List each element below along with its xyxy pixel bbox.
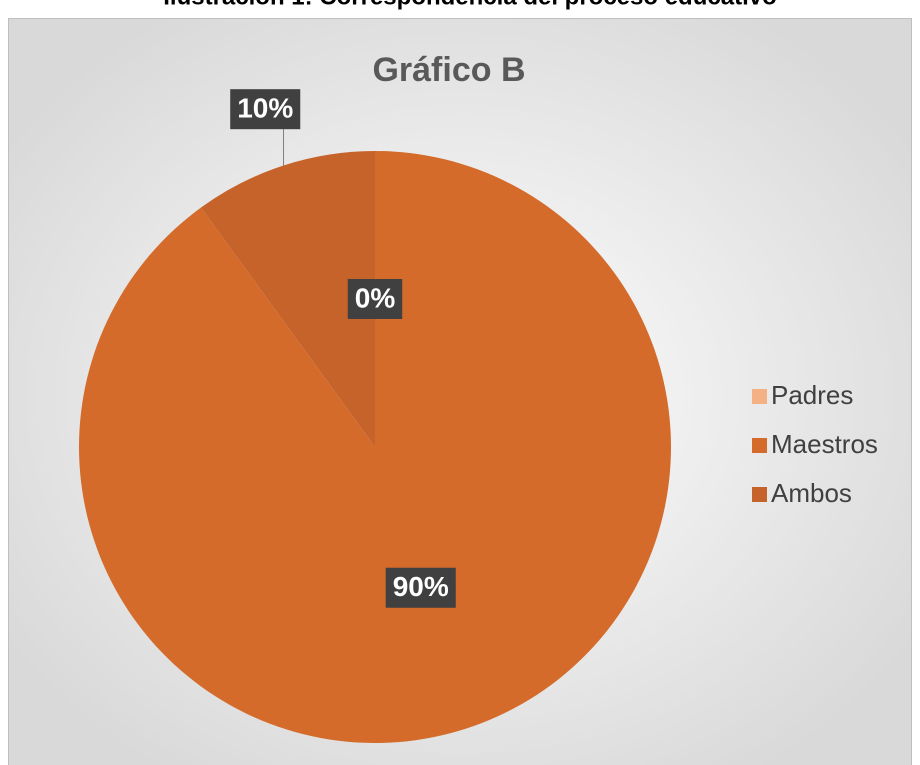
- data-label-box: [347, 279, 403, 319]
- caption: Ilustración 1: Correspondencia del proce…: [163, 0, 777, 10]
- data-label-box: [230, 89, 301, 130]
- pie-slice: [201, 151, 375, 447]
- pie-slice: [78, 151, 671, 743]
- data-label: 10%: [237, 93, 293, 124]
- legend-label: Maestros: [771, 429, 878, 459]
- legend-swatch: [752, 438, 767, 453]
- data-label: 0%: [355, 282, 396, 313]
- data-label: 90%: [393, 571, 449, 602]
- data-label-box: [385, 567, 456, 608]
- legend-swatch: [752, 389, 767, 404]
- legend-label: Ambos: [771, 478, 852, 508]
- legend-swatch: [752, 487, 767, 502]
- chart-title: Gráfico B: [372, 51, 525, 89]
- legend-label: Padres: [771, 380, 853, 410]
